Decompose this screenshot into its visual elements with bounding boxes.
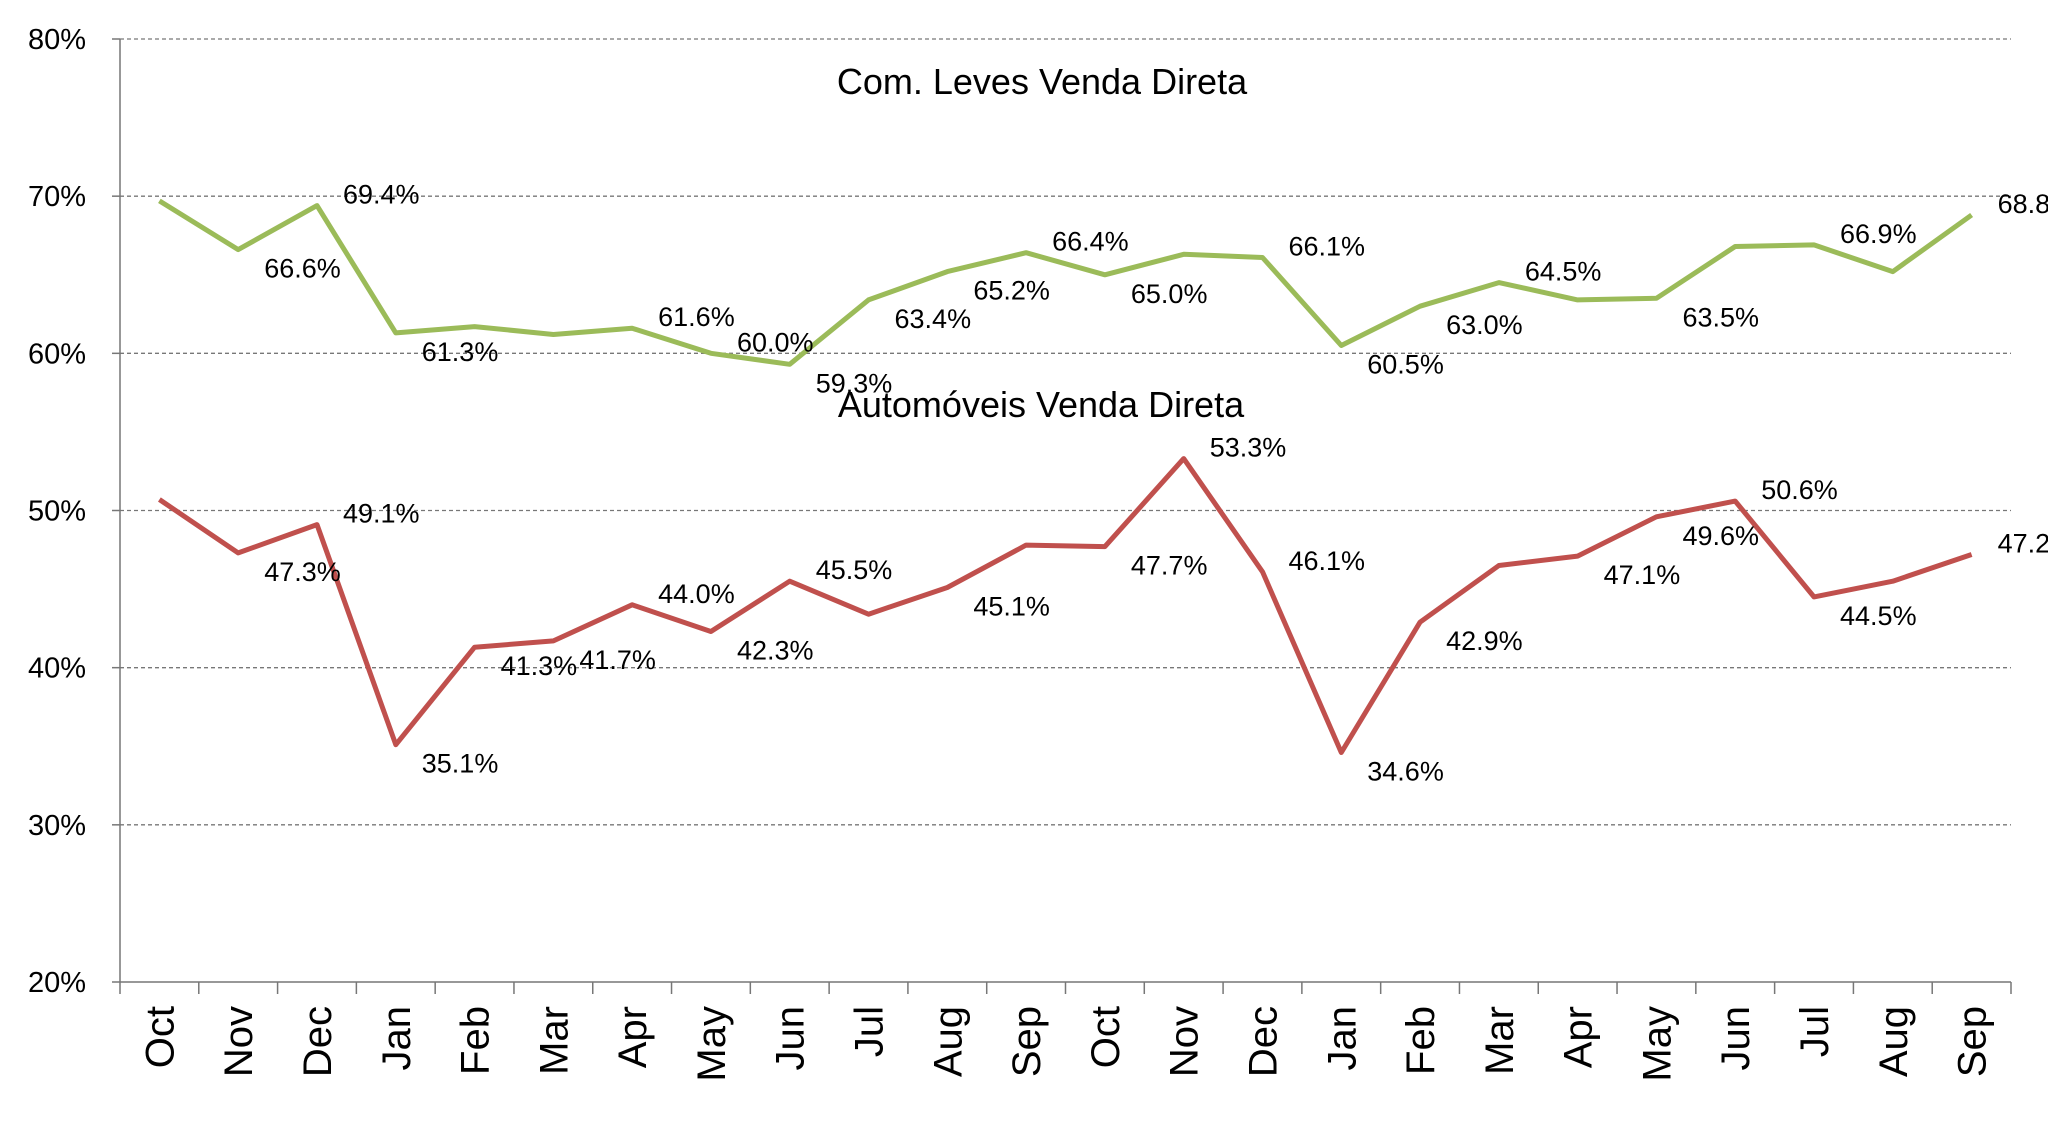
data-label: 68.8% (1998, 189, 2048, 219)
data-label: 53.3% (1210, 433, 1287, 463)
series-name: Automóveis Venda Direta (838, 384, 1245, 425)
x-tick-label: Oct (1084, 1006, 1128, 1068)
data-label: 47.3% (264, 557, 341, 587)
data-label: 63.4% (895, 304, 972, 334)
data-label: 46.1% (1288, 546, 1365, 576)
x-tick-label: Apr (611, 1006, 655, 1068)
y-tick-label: 60% (28, 338, 86, 370)
data-label: 66.6% (264, 254, 341, 284)
y-tick-label: 20% (28, 967, 86, 999)
x-tick-label: Sep (1951, 1006, 1995, 1077)
x-tick-label: May (1635, 1006, 1679, 1082)
data-label: 49.6% (1682, 521, 1759, 551)
y-tick-label: 30% (28, 810, 86, 842)
x-tick-label: Jun (1714, 1006, 1758, 1071)
y-tick-label: 70% (28, 181, 86, 213)
y-tick-label: 80% (28, 24, 86, 56)
data-label: 44.0% (658, 579, 735, 609)
data-label: 45.1% (973, 592, 1050, 622)
series-line (157, 456, 1973, 755)
data-label: 61.3% (422, 337, 499, 367)
x-tick-label: Dec (296, 1006, 340, 1077)
data-label: 47.2% (1998, 529, 2048, 559)
data-label: 60.5% (1367, 349, 1444, 379)
data-label: 66.9% (1840, 219, 1917, 249)
x-tick-label: Aug (926, 1006, 970, 1077)
data-label: 34.6% (1367, 757, 1444, 787)
x-tick-label: Apr (1557, 1006, 1601, 1068)
data-label: 42.9% (1446, 626, 1523, 656)
x-tick-label: Nov (217, 1006, 261, 1077)
data-label: 60.0% (737, 327, 814, 357)
data-label: 63.5% (1682, 302, 1759, 332)
x-tick-label: Feb (454, 1006, 498, 1075)
data-label: 44.5% (1840, 601, 1917, 631)
x-tick-label: Jul (1793, 1006, 1837, 1057)
x-tick-label: Aug (1872, 1006, 1916, 1077)
data-label: 64.5% (1525, 257, 1602, 287)
data-label: 50.6% (1761, 475, 1838, 505)
data-label: 66.1% (1288, 231, 1365, 261)
x-tick-label: Mar (532, 1006, 576, 1075)
series-name: Com. Leves Venda Direta (837, 61, 1248, 102)
data-label: 63.0% (1446, 310, 1523, 340)
x-tick-label: May (690, 1006, 734, 1082)
x-tick-label: Oct (138, 1006, 182, 1068)
data-label: 65.0% (1131, 279, 1208, 309)
data-label: 35.1% (422, 749, 499, 779)
x-tick-label: Feb (1399, 1006, 1443, 1075)
data-label: 49.1% (343, 499, 420, 529)
data-label: 66.4% (1052, 227, 1129, 257)
series-line (158, 198, 1974, 367)
x-tick-label: Mar (1478, 1006, 1522, 1075)
y-tick-label: 50% (28, 496, 86, 528)
x-tick-label: Jun (769, 1006, 813, 1071)
data-label: 59.3% (816, 368, 893, 398)
data-label: 41.3% (501, 651, 578, 681)
data-label: 42.3% (737, 636, 814, 666)
data-label: 61.6% (658, 302, 735, 332)
data-label: 45.5% (816, 555, 893, 585)
x-tick-label: Jan (375, 1006, 419, 1071)
x-tick-label: Dec (1241, 1006, 1285, 1077)
x-tick-label: Jan (1320, 1006, 1364, 1071)
x-tick-label: Nov (1163, 1006, 1207, 1077)
x-tick-label: Jul (848, 1006, 892, 1057)
data-label: 41.7% (579, 645, 656, 675)
y-tick-label: 40% (28, 653, 86, 685)
x-tick-label: Sep (1005, 1006, 1049, 1077)
data-label: 47.1% (1604, 560, 1681, 590)
data-label: 65.2% (973, 276, 1050, 306)
data-label: 69.4% (343, 180, 420, 210)
data-label: 47.7% (1131, 551, 1208, 581)
